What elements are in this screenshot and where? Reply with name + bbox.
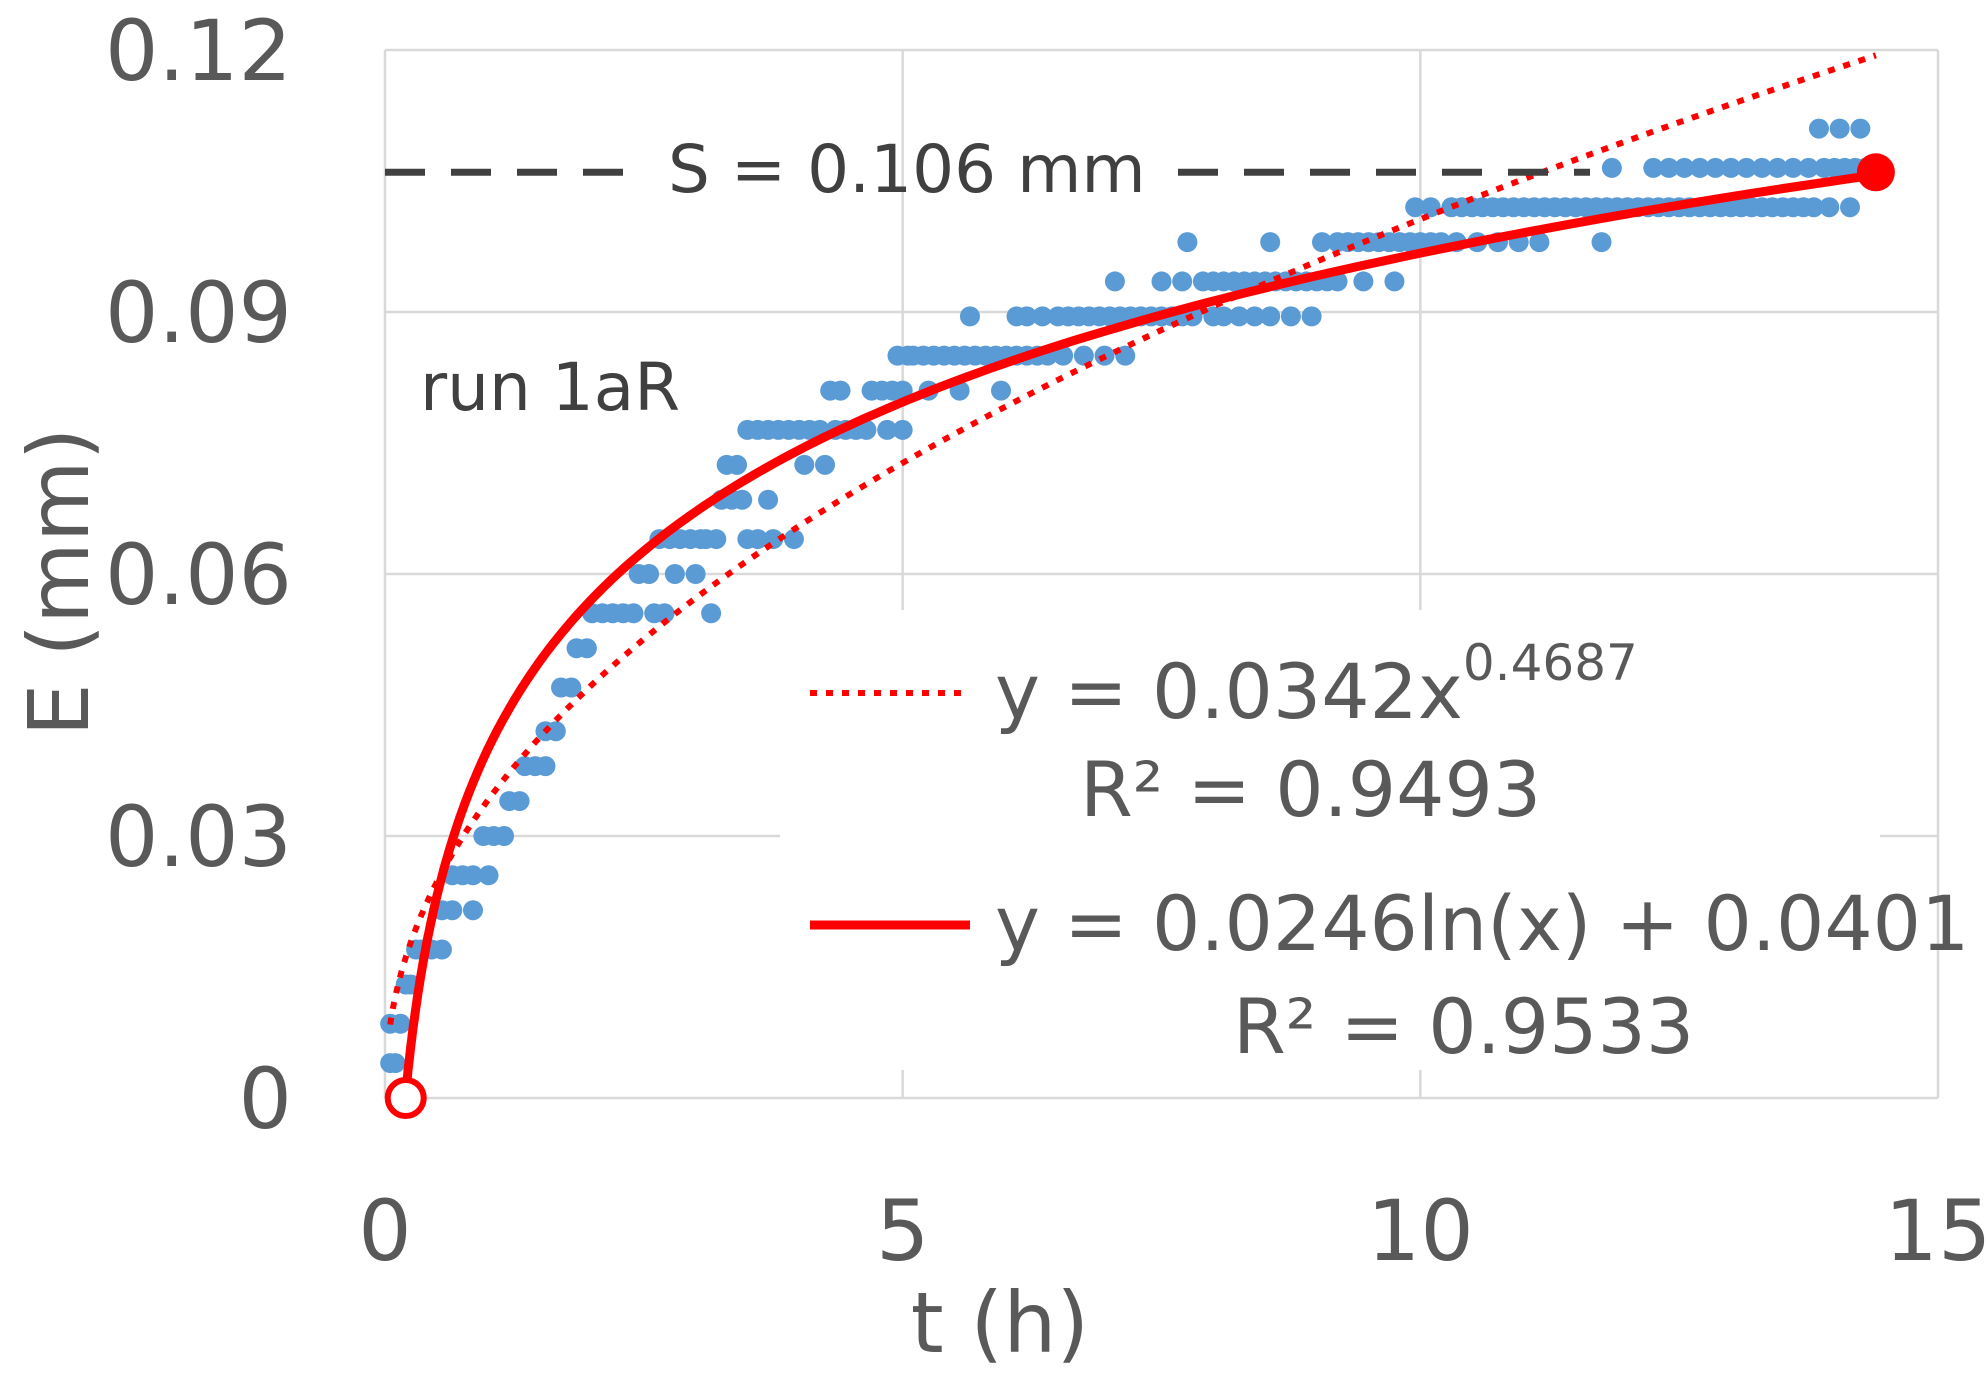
y-tick-label: 0 (239, 1050, 292, 1148)
data-point (1720, 157, 1741, 178)
data-point (1829, 118, 1850, 139)
data-point (385, 1053, 406, 1074)
data-point (664, 564, 685, 584)
data-point (732, 489, 753, 510)
legend-background (780, 610, 1880, 1070)
data-point (654, 603, 675, 624)
data-point (856, 419, 877, 440)
y-tick-label: 0.12 (105, 2, 292, 100)
data-point (1591, 232, 1612, 253)
data-point (1384, 271, 1405, 292)
data-point (1705, 157, 1726, 178)
y-tick-label: 0.06 (105, 526, 292, 624)
data-point (1260, 306, 1281, 327)
data-point (1736, 157, 1757, 178)
data-point (1260, 232, 1281, 253)
legend-log-r2: R² = 0.9533 (1233, 982, 1694, 1071)
data-point (1767, 157, 1788, 178)
data-point (892, 419, 913, 440)
data-point (1839, 197, 1860, 218)
data-point (815, 454, 836, 475)
data-point (1177, 232, 1198, 253)
data-point (494, 826, 515, 846)
x-tick-label: 0 (358, 1182, 411, 1280)
legend-power-r2: R² = 0.9493 (1080, 745, 1541, 834)
log-trendline (401, 170, 1877, 1095)
data-point (991, 380, 1012, 401)
data-point (1808, 118, 1829, 139)
data-point (783, 529, 804, 550)
data-point (623, 603, 644, 624)
data-point (1529, 232, 1550, 253)
data-point (959, 306, 980, 327)
data-point (1311, 232, 1332, 253)
legend-power-equation: y = 0.0342x0.4687 (995, 634, 1638, 736)
data-point (1244, 306, 1265, 327)
data-point (1689, 157, 1710, 178)
data-point (1104, 271, 1125, 292)
data-point (1798, 157, 1819, 178)
data-point (463, 900, 484, 921)
data-point (1405, 197, 1426, 218)
x-axis-title: t (h) (911, 1274, 1089, 1372)
data-point (545, 721, 566, 742)
data-point (1301, 306, 1322, 327)
data-point (1803, 197, 1824, 218)
data-point (1420, 197, 1441, 218)
x-tick-label: 15 (1885, 1182, 1986, 1280)
data-point (1032, 306, 1053, 327)
data-point (1172, 271, 1193, 292)
axis-ticks: 0 5 10 15 0 0.03 0.06 0.09 0.12 (105, 2, 1986, 1280)
data-point (561, 677, 582, 698)
data-point (390, 1013, 411, 1034)
data-point (509, 791, 530, 812)
data-point (442, 900, 463, 921)
data-point (535, 756, 556, 777)
data-point (1151, 271, 1172, 292)
data-point (1601, 157, 1622, 178)
data-point (1053, 345, 1074, 366)
data-point (747, 529, 768, 550)
y-tick-label: 0.09 (105, 264, 292, 362)
data-point (706, 529, 727, 550)
data-point (877, 419, 898, 440)
data-point (758, 489, 779, 510)
data-point (1353, 271, 1374, 292)
data-point (431, 939, 452, 960)
legend-power-exponent: 0.4687 (1463, 634, 1638, 692)
s-reference-label: S = 0.106 mm (668, 131, 1146, 208)
data-point (1016, 306, 1037, 327)
data-point (576, 638, 597, 659)
data-point (1674, 157, 1695, 178)
data-point (794, 454, 815, 475)
data-point (830, 380, 851, 401)
data-point (463, 865, 484, 886)
data-point (1783, 157, 1804, 178)
data-point (1229, 306, 1250, 327)
x-tick-label: 10 (1367, 1182, 1474, 1280)
data-point (685, 564, 706, 584)
run-label: run 1aR (420, 349, 680, 426)
legend-log-equation: y = 0.0246ln(x) + 0.0401 (995, 879, 1969, 968)
y-tick-label: 0.03 (105, 788, 292, 886)
data-point (1643, 157, 1664, 178)
start-marker (384, 1077, 427, 1119)
x-tick-label: 5 (876, 1182, 929, 1280)
data-point (478, 865, 499, 886)
data-point (701, 603, 722, 624)
y-axis-title: E (mm) (10, 428, 108, 737)
data-point (1850, 118, 1871, 139)
data-point (1819, 197, 1840, 218)
data-point (1073, 345, 1094, 366)
trendlines (387, 52, 1877, 1095)
data-point (1751, 157, 1772, 178)
data-point (1658, 157, 1679, 178)
data-point (1213, 306, 1234, 327)
data-point (639, 564, 660, 584)
end-marker (1856, 153, 1895, 192)
data-point (1280, 306, 1301, 327)
data-point (727, 454, 748, 475)
